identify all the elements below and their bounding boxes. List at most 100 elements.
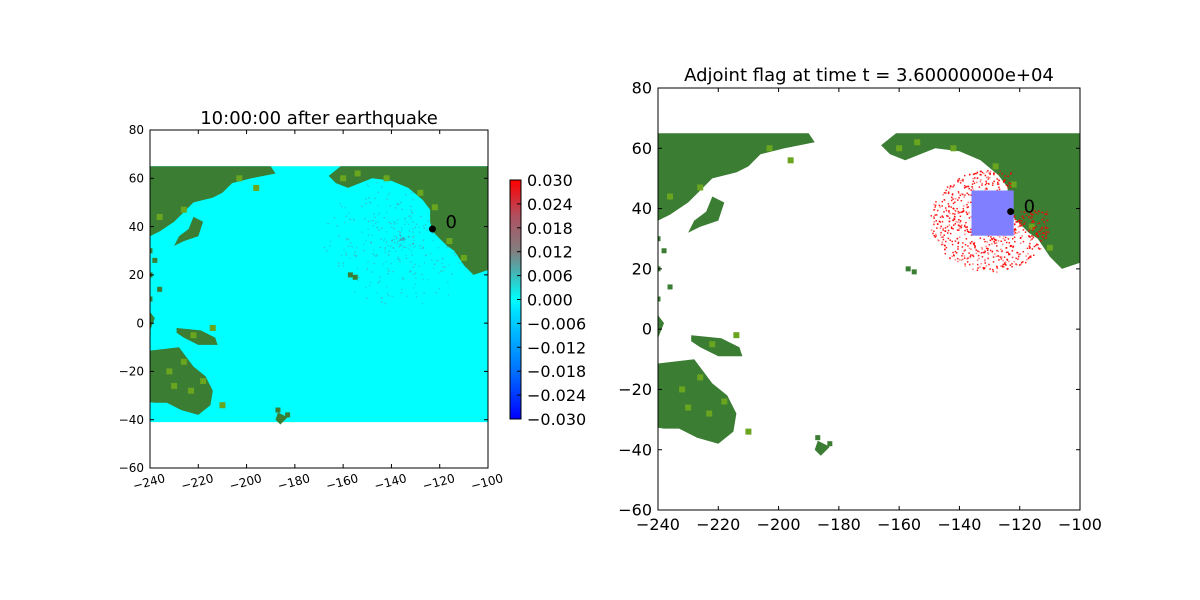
adjoint-flag-cell [951,255,954,258]
adjoint-flag-cell [952,212,954,215]
left-wave-ripple [376,227,378,229]
adjoint-flag-cell [1022,229,1025,231]
left-borneo-landmass [150,311,155,331]
adjoint-flag-cell [1047,231,1050,233]
left-wave-ripple [361,231,363,233]
left-wave-ripple [400,239,402,241]
adjoint-flag-cell [933,203,935,206]
adjoint-flag-cell [959,211,961,214]
left-small-island [347,272,353,278]
adjoint-flag-cell [954,213,956,215]
adjoint-flag-cell [944,207,947,209]
adjoint-flag-cell [963,257,966,259]
right-north-america-landmass [881,133,1080,269]
left-wave-ripple [425,254,427,257]
left-wave-ripple [419,244,421,247]
adjoint-flag-cell [987,176,989,178]
left-wave-ripple [442,258,444,260]
adjoint-flag-cell [964,224,966,226]
adjoint-flag-cell [1004,261,1007,263]
adjoint-flag-cell [1021,235,1024,237]
adjoint-flag-cell [979,266,981,268]
adjoint-flag-cell [1024,221,1026,223]
adjoint-flag-cell [1016,251,1018,254]
adjoint-flag-cell [954,197,957,200]
left-wave-ripple [350,242,352,244]
left-wave-ripple [431,259,433,261]
left-wave-ripple [398,246,400,248]
left-wave-ripple [400,235,402,238]
adjoint-flag-cell [1020,224,1023,227]
left-wave-ripple [386,293,389,295]
adjoint-flag-cell [942,227,944,230]
left-wave-ripple [458,262,460,264]
colorbar-tick-label: −0.024 [527,386,586,405]
left-wave-ripple [383,248,386,250]
adjoint-flag-cell [991,268,994,271]
adjoint-flag-cell [996,266,998,268]
left-axes-frame [149,129,489,469]
left-wave-ripple [373,262,375,265]
colorbar-tick-label: 0.006 [527,267,573,286]
adjoint-flag-cell [954,201,956,204]
left-wave-ripple [411,212,414,214]
adjoint-flag-cell [940,231,942,234]
adjoint-flag-cell [969,241,971,244]
left-wave-ripple [422,247,424,249]
adjoint-flag-cell [1020,220,1023,222]
left-title: 10:00:00 after earthquake [200,108,438,129]
adjoint-flag-cell [1012,245,1015,248]
left-wave-ripple [345,254,347,256]
adjoint-flag-cell [957,179,959,181]
left-vegetation-patch [156,213,163,220]
left-wave-ripple [399,238,402,240]
adjoint-flag-cell [987,235,990,237]
adjoint-flag-cell [1031,238,1033,240]
left-wave-ripple [351,246,353,248]
adjoint-flag-cell [1029,212,1032,215]
colorbar-tick-label: 0.000 [527,291,573,310]
adjoint-flag-cell [1040,233,1042,235]
adjoint-flag-cell [1009,173,1012,175]
left-wave-ripple [410,271,412,273]
colorbar: 0.030 0.024 0.018 0.012 0.006 0.000 −0.006 −0.0… [509,171,586,429]
left-marker: 0 [428,212,457,233]
adjoint-flag-cell [1031,248,1034,250]
adjoint-flag-cell [1023,211,1026,214]
adjoint-flag-cell [954,250,957,253]
adjoint-flag-cell [971,185,973,188]
adjoint-flag-cell [956,237,958,240]
left-wave-ripple [397,256,399,258]
adjoint-flag-cell [981,171,984,174]
left-wave-ripple [401,238,403,240]
adjoint-flag-cell [982,251,985,254]
left-wave-ripple [395,250,397,252]
adjoint-flag-cell [995,255,998,258]
adjoint-flag-cell [1004,175,1007,177]
adjoint-flag-cell [941,215,944,217]
adjoint-flag-cell [947,215,949,218]
adjoint-flag-cell [970,248,972,251]
left-wave-ripple [400,238,402,240]
left-wave-ripple [342,265,345,267]
adjoint-flag-cell [993,173,995,176]
left-wave-ripple [415,292,417,294]
adjoint-flag-cell [959,215,962,218]
adjoint-flag-cell [984,183,987,186]
left-wave-ripple [381,301,383,303]
right-ytick-label: 80 [632,79,652,98]
adjoint-flag-cell [1020,210,1023,213]
left-small-island [352,274,358,280]
left-wave-ripple [392,271,394,273]
adjoint-flag-cell [1002,259,1004,262]
adjoint-flag-cell [976,259,979,261]
adjoint-flag-cell [984,174,987,177]
left-wave-ripple [431,232,433,234]
adjoint-flag-cell [1027,252,1029,255]
adjoint-flag-cell [970,234,973,236]
adjoint-flag-cell [964,186,967,188]
adjoint-flag-cell [993,172,995,175]
adjoint-flag-cell [962,180,964,182]
adjoint-flag-cell [1021,216,1024,218]
left-wave-ripple [407,235,409,237]
